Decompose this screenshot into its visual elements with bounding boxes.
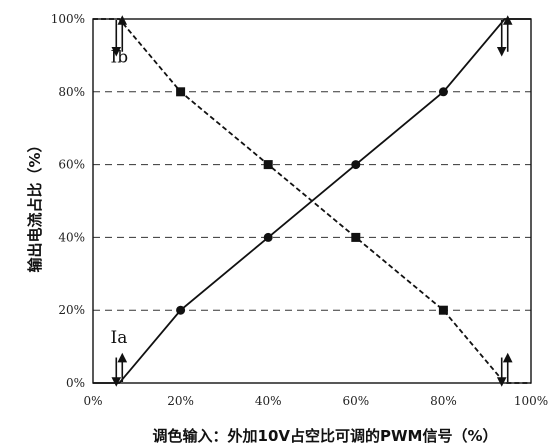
tick-labels: 0% 20% 40% 60% 80% 100% 0% 20% 40% 60% 80% 100% <box>51 12 548 408</box>
grid-lines <box>93 91 531 311</box>
series-labels: Ib Ia <box>111 48 129 348</box>
plot-frame <box>92 18 532 384</box>
y-tick-label: 60% <box>58 158 85 172</box>
point-ia <box>438 87 448 97</box>
point-ia <box>176 305 186 315</box>
series-line-ib <box>93 18 531 384</box>
series-label-ia: Ia <box>111 328 128 348</box>
point-ib <box>438 305 448 315</box>
point-ia <box>263 232 273 242</box>
x-tick-label: 100% <box>514 394 548 408</box>
point-ib <box>263 160 273 170</box>
hysteresis-arrows <box>111 15 513 387</box>
y-tick-label: 0% <box>66 376 85 390</box>
y-tick-label: 40% <box>58 230 85 244</box>
plot-border <box>92 18 532 384</box>
series-label-ib: Ib <box>111 48 129 68</box>
y-tick-label: 80% <box>58 85 85 99</box>
x-tick-label: 40% <box>255 394 282 408</box>
x-tick-label: 20% <box>167 394 194 408</box>
y-tick-label: 100% <box>51 12 85 26</box>
series-layer <box>93 18 531 384</box>
x-axis-title: 调色输入：外加10V占空比可调的PWM信号（%） <box>153 427 498 445</box>
x-tick-label: 80% <box>430 394 457 408</box>
point-ia <box>351 160 361 170</box>
y-tick-label: 20% <box>58 303 85 317</box>
point-ib <box>351 232 361 242</box>
point-ib <box>176 87 186 97</box>
x-tick-label: 60% <box>342 394 369 408</box>
y-axis-title: 输出电流占比（%） <box>26 137 44 272</box>
x-tick-label: 0% <box>83 394 102 408</box>
